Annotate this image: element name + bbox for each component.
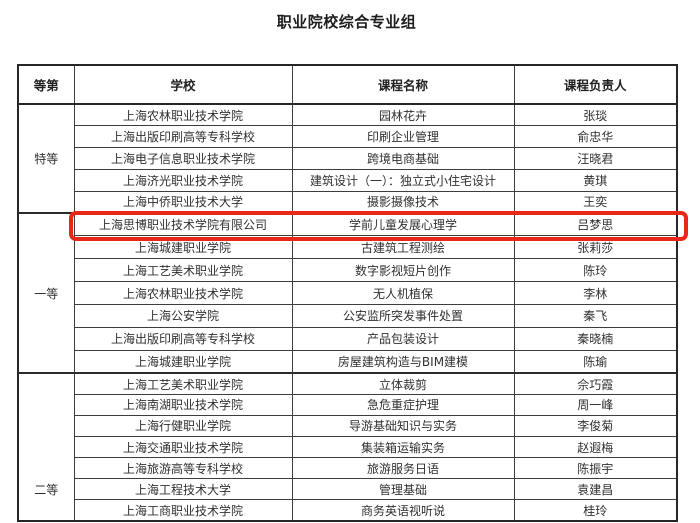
- school-cell: 上海出版印刷高等专科学校: [73, 326, 293, 351]
- school-cell: 上海旅游高等专科学校: [73, 457, 293, 480]
- course-cell: 印刷企业管理: [291, 125, 515, 149]
- school-cell: 上海思博职业技术学院有限公司: [73, 211, 293, 237]
- leader-cell: 黄琪: [513, 168, 678, 192]
- school-cell: 上海工商职业技术学院: [73, 499, 293, 522]
- school-cell: 上海城建职业学院: [73, 349, 293, 374]
- header-leader: 课程负责人: [513, 64, 678, 105]
- school-cell: 上海工艺美术职业学院: [73, 258, 293, 283]
- table-row: 上海城建职业学院 房屋建筑构造与BIM建模 陈瑜: [18, 349, 678, 374]
- school-cell: 上海交通职业技术学院: [73, 435, 293, 459]
- table-row: 上海电子信息职业技术学院 跨境电商基础 汪晓君: [18, 147, 678, 170]
- school-cell: 上海农林职业技术学院: [73, 281, 293, 306]
- page-title: 职业院校综合专业组: [276, 13, 417, 31]
- table-body: 特等 上海农林职业技术学院 园林花卉 张琰 上海出版印刷高等专科学校 印刷企业管理 俞忠华上…: [17, 103, 678, 522]
- table-row: 上海工艺美术职业学院 数字影视短片创作 陈玲: [18, 258, 678, 283]
- school-cell: 上海南湖职业技术学院: [73, 393, 293, 416]
- header-course: 课程名称: [291, 64, 515, 105]
- course-cell: 公安监所突发事件处置: [291, 304, 515, 328]
- leader-cell: 陈玲: [513, 258, 678, 283]
- school-cell: 上海工艺美术职业学院: [73, 372, 293, 395]
- course-cell: 导游基础知识与实务: [291, 414, 515, 438]
- grade-cell: 特等: [17, 103, 75, 214]
- table-row: 上海济光职业技术学院 建筑设计（一）：独立式小住宅设计 黄琪: [18, 168, 678, 192]
- header-grade: 等第: [17, 64, 75, 105]
- leader-cell: 张琰: [513, 103, 678, 127]
- course-cell: 商务英语视听说: [291, 499, 515, 522]
- leader-cell: 王奕: [513, 190, 678, 214]
- leader-cell: 袁建昌: [513, 478, 678, 501]
- course-cell: 摄影摄像技术: [291, 190, 515, 214]
- table-row: 上海工程技术大学 管理基础 袁建昌: [18, 478, 678, 501]
- course-cell: 旅游服务日语: [291, 457, 515, 480]
- course-cell: 产品包装设计: [291, 326, 515, 351]
- table-row: 上海行健职业学院 导游基础知识与实务 李俊菊: [18, 414, 678, 438]
- school-cell: 上海农林职业技术学院: [73, 103, 293, 127]
- header-school: 学校: [73, 64, 293, 105]
- table-row: 上海工商职业技术学院 商务英语视听说 桂玲: [18, 499, 678, 522]
- table-row: 上海出版印刷高等专科学校 产品包装设计 秦晓楠: [18, 326, 678, 351]
- school-cell: 上海城建职业学院: [73, 235, 293, 260]
- leader-cell: 张莉莎: [513, 235, 678, 260]
- course-cell: 古建筑工程测绘: [291, 235, 515, 260]
- leader-cell: 吕梦思: [513, 211, 678, 237]
- course-cell: 园林花卉: [291, 103, 515, 127]
- leader-cell: 李林: [513, 281, 678, 306]
- leader-cell: 陈瑜: [513, 349, 678, 374]
- leader-cell: 俞忠华: [513, 125, 678, 149]
- leader-cell: 桂玲: [513, 499, 678, 522]
- leader-cell: 佘巧霞: [513, 372, 678, 395]
- leader-cell: 秦飞: [513, 304, 678, 328]
- course-cell: 无人机植保: [291, 281, 515, 306]
- school-cell: 上海济光职业技术学院: [73, 168, 293, 192]
- school-cell: 上海工程技术大学: [73, 478, 293, 501]
- school-cell: 上海行健职业学院: [73, 414, 293, 438]
- table-row: 上海南湖职业技术学院 急危重症护理 周一峰: [18, 393, 678, 416]
- leader-cell: 汪晓君: [513, 147, 678, 170]
- grade-cell: 一等: [17, 211, 75, 374]
- table-row: 上海交通职业技术学院 集装箱运输实务 赵遐梅: [18, 435, 678, 459]
- award-table: 等第 学校 课程名称 课程负责人 特等 上海农林职业技术学院 园林花卉 张琰 上海出版印…: [17, 64, 678, 522]
- course-cell: 数字影视短片创作: [291, 258, 515, 283]
- table-row: 上海农林职业技术学院 无人机植保 李林: [18, 281, 678, 306]
- header-row: 等第 学校 课程名称 课程负责人: [17, 64, 678, 105]
- table-header: 等第 学校 课程名称 课程负责人: [17, 64, 678, 105]
- leader-cell: 秦晓楠: [513, 326, 678, 351]
- leader-cell: 周一峰: [513, 393, 678, 416]
- school-cell: 上海中侨职业技术大学: [73, 190, 293, 214]
- table-row: 上海旅游高等专科学校 旅游服务日语 陈振宇: [18, 457, 678, 480]
- course-cell: 跨境电商基础: [291, 147, 515, 170]
- course-cell: 房屋建筑构造与BIM建模: [291, 349, 515, 374]
- course-cell: 建筑设计（一）：独立式小住宅设计: [291, 168, 515, 192]
- course-cell: 集装箱运输实务: [291, 435, 515, 459]
- table-row: 上海出版印刷高等专科学校 印刷企业管理 俞忠华: [18, 125, 678, 149]
- school-cell: 上海出版印刷高等专科学校: [73, 125, 293, 149]
- table-row: 上海中侨职业技术大学 摄影摄像技术 王奕: [18, 190, 678, 214]
- table-row: 特等 上海农林职业技术学院 园林花卉 张琰: [17, 103, 678, 214]
- leader-cell: 陈振宇: [513, 457, 678, 480]
- table-row: 上海城建职业学院 古建筑工程测绘 张莉莎: [18, 235, 678, 260]
- school-cell: 上海公安学院: [73, 304, 293, 328]
- course-cell: 急危重症护理: [291, 393, 515, 416]
- course-cell: 立体裁剪: [291, 372, 515, 395]
- leader-cell: 李俊菊: [513, 414, 678, 438]
- table-row: 二等 上海工艺美术职业学院 立体裁剪 佘巧霞: [17, 372, 678, 522]
- leader-cell: 赵遐梅: [513, 435, 678, 459]
- grade-cell: 二等: [17, 372, 75, 522]
- table-row: 上海公安学院 公安监所突发事件处置 秦飞: [18, 304, 678, 328]
- course-cell: 学前儿童发展心理学: [291, 211, 515, 237]
- school-cell: 上海电子信息职业技术学院: [73, 147, 293, 170]
- course-cell: 管理基础: [291, 478, 515, 501]
- table-row: 一等 上海思博职业技术学院有限公司 学前儿童发展心理学 吕梦思: [17, 211, 678, 374]
